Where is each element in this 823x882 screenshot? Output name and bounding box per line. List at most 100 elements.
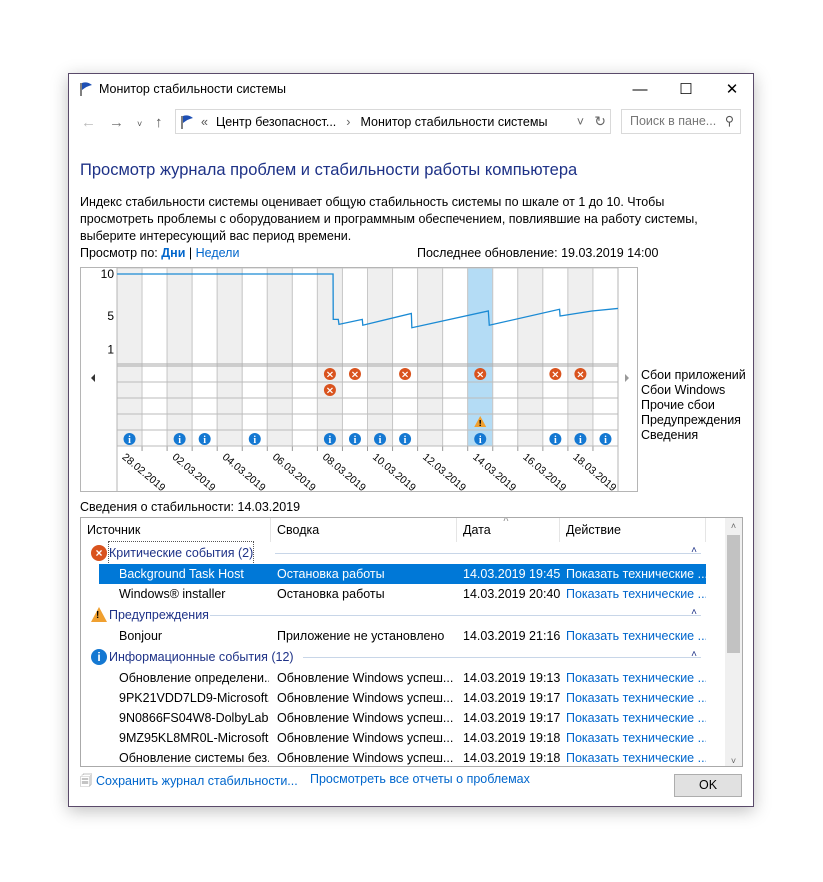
day-column[interactable]: [392, 268, 419, 447]
group-header[interactable]: ! Предупреждения ˄: [81, 604, 721, 626]
y-tick-label: 1: [107, 343, 114, 357]
day-column[interactable]: [367, 268, 394, 447]
error-glyph: ×: [326, 386, 334, 397]
cell-summary: Остановка работы: [277, 567, 385, 581]
info-glyph: i: [604, 435, 607, 446]
minimize-button[interactable]: —: [632, 80, 648, 98]
close-button[interactable]: ✕: [725, 81, 739, 98]
day-column[interactable]: [492, 268, 519, 447]
up-icon[interactable]: ↑: [155, 114, 163, 131]
refresh-icon[interactable]: ↻: [594, 113, 606, 129]
date-label: 02.03.2019: [170, 451, 218, 492]
table-row[interactable]: Windows® installer Остановка работы 14.03.…: [81, 584, 706, 604]
info-glyph: i: [128, 435, 131, 446]
view-days-link[interactable]: Дни: [161, 246, 186, 260]
recent-chevron-icon[interactable]: ˅: [137, 119, 143, 129]
scroll-right-icon[interactable]: [625, 374, 629, 382]
scroll-up-icon[interactable]: ˄: [730, 521, 737, 531]
column-source[interactable]: Источник: [81, 518, 271, 542]
address-dropdown-icon[interactable]: ˅: [576, 114, 584, 129]
table-row[interactable]: Обновление системы без... Обновление Wind…: [81, 748, 706, 766]
day-column[interactable]: [141, 268, 168, 447]
cell-action[interactable]: Показать технические ...: [566, 671, 706, 685]
table-row[interactable]: Bonjour Приложение не установлено 14.03.20…: [81, 626, 706, 646]
reliability-chart-svg[interactable]: 10 5 1 × × × × × × ×! i i i i i i i i i i i i 28.02.2019 02.03.…: [81, 268, 638, 492]
day-column[interactable]: [592, 268, 619, 447]
cell-action[interactable]: Показать технические ...: [566, 567, 706, 581]
maximize-button[interactable]: ☐: [679, 81, 693, 98]
day-column[interactable]: [166, 268, 193, 447]
day-column[interactable]: [291, 268, 318, 447]
cell-source: Background Task Host: [119, 567, 244, 581]
back-icon[interactable]: ←: [81, 114, 96, 131]
group-header[interactable]: × Критические события (2) ˄: [81, 541, 721, 565]
day-column[interactable]: [316, 268, 343, 447]
address-bar[interactable]: « Центр безопасност... › Монитор стабиль…: [175, 109, 611, 134]
day-column[interactable]: [542, 268, 569, 447]
cell-action[interactable]: Показать технические ...: [566, 629, 706, 643]
cell-date: 14.03.2019 19:13: [463, 671, 561, 685]
error-glyph: ×: [576, 370, 584, 381]
day-column[interactable]: [116, 268, 143, 447]
collapse-icon[interactable]: ˄: [691, 607, 697, 618]
info-icon: [399, 433, 412, 445]
cell-action[interactable]: Показать технические ...: [566, 691, 706, 705]
collapse-icon[interactable]: ˄: [691, 649, 697, 660]
info-glyph: i: [404, 435, 407, 446]
group-title[interactable]: Информационные события (12): [109, 650, 294, 664]
forward-icon[interactable]: →: [109, 114, 124, 131]
last-update: Последнее обновление: 19.03.2019 14:00: [417, 246, 659, 260]
day-column[interactable]: [341, 268, 369, 447]
details-title: Сведения о стабильности: 14.03.2019: [80, 500, 301, 514]
error-icon: ×: [91, 545, 107, 561]
column-date[interactable]: Дата: [457, 518, 560, 542]
info-icon: [599, 433, 612, 445]
collapse-icon[interactable]: ˄: [691, 545, 697, 556]
overflow-chevron[interactable]: «: [201, 114, 208, 129]
cell-source: 9MZ95KL8MR0L-Microsoft...: [119, 731, 269, 745]
group-title[interactable]: Критические события (2): [107, 541, 255, 565]
flag-icon: [181, 114, 193, 129]
day-column[interactable]: [567, 268, 594, 447]
column-action[interactable]: Действие: [560, 518, 706, 542]
scrollbar-thumb[interactable]: [727, 535, 740, 653]
cell-action[interactable]: Показать технические ...: [566, 587, 706, 601]
info-icon: [549, 433, 562, 445]
search-input[interactable]: Поиск в пане... ⚲: [621, 109, 741, 134]
table-row[interactable]: 9N0866FS04W8-DolbyLab... Обновление Windo…: [81, 708, 706, 728]
day-column[interactable]: [191, 268, 218, 447]
scroll-down-icon[interactable]: ˅: [730, 756, 737, 766]
view-all-reports-link[interactable]: Просмотреть все отчеты о проблемах: [310, 772, 530, 786]
table-row[interactable]: Обновление определени... Обновление Windo…: [81, 668, 706, 688]
sort-ascending-icon: ˄: [503, 517, 509, 525]
day-column[interactable]: [216, 268, 243, 447]
day-column[interactable]: [417, 268, 444, 447]
cell-action[interactable]: Показать технические ...: [566, 711, 706, 725]
reliability-chart[interactable]: 10 5 1 × × × × × × ×! i i i i i i i i i i i i 28.02.2019 02.03.…: [80, 267, 638, 492]
vertical-scrollbar[interactable]: ˄ ˅: [725, 518, 742, 766]
info-icon: [173, 433, 186, 445]
day-column[interactable]: [241, 268, 268, 447]
view-weeks-link[interactable]: Недели: [195, 246, 240, 260]
ok-button[interactable]: OK: [674, 774, 742, 797]
info-glyph: i: [253, 435, 256, 446]
error-glyph: ×: [401, 370, 409, 381]
table-row[interactable]: Background Task Host Остановка работы 14.0…: [99, 564, 706, 584]
day-column[interactable]: [442, 268, 469, 447]
breadcrumb-stability-monitor[interactable]: Монитор стабильности системы: [360, 114, 548, 129]
column-summary[interactable]: Сводка: [271, 518, 457, 542]
breadcrumb-security-center[interactable]: Центр безопасност...: [215, 114, 337, 129]
table-row[interactable]: 9PK21VDD7LD9-Microsoft.... Обновление Win…: [81, 688, 706, 708]
save-log-link[interactable]: 🗐 Сохранить журнал стабильности...: [80, 774, 298, 788]
cell-action[interactable]: Показать технические ...: [566, 731, 706, 745]
error-glyph: ×: [476, 370, 484, 381]
table-row[interactable]: 9MZ95KL8MR0L-Microsoft... Обновление Wind…: [81, 728, 706, 748]
group-header[interactable]: i Информационные события (12) ˄: [81, 646, 721, 668]
day-column[interactable]: [517, 268, 544, 447]
info-glyph: i: [579, 435, 582, 446]
group-title[interactable]: Предупреждения: [109, 608, 209, 622]
cell-action[interactable]: Показать технические ...: [566, 751, 706, 765]
warning-icon: [474, 416, 487, 427]
scroll-left-icon[interactable]: [91, 374, 95, 382]
day-column[interactable]: [266, 268, 293, 447]
